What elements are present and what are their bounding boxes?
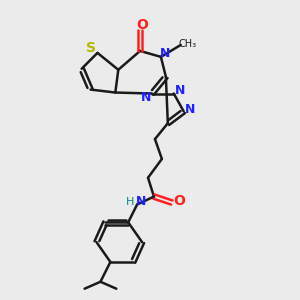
Text: N: N (141, 91, 151, 104)
Text: N: N (136, 195, 146, 208)
Text: O: O (136, 18, 148, 32)
Text: O: O (173, 194, 185, 208)
Text: N: N (175, 84, 185, 97)
Text: S: S (85, 41, 96, 55)
Text: N: N (184, 103, 195, 116)
Text: N: N (160, 47, 170, 60)
Text: CH₃: CH₃ (178, 39, 197, 49)
Text: H: H (126, 196, 134, 206)
